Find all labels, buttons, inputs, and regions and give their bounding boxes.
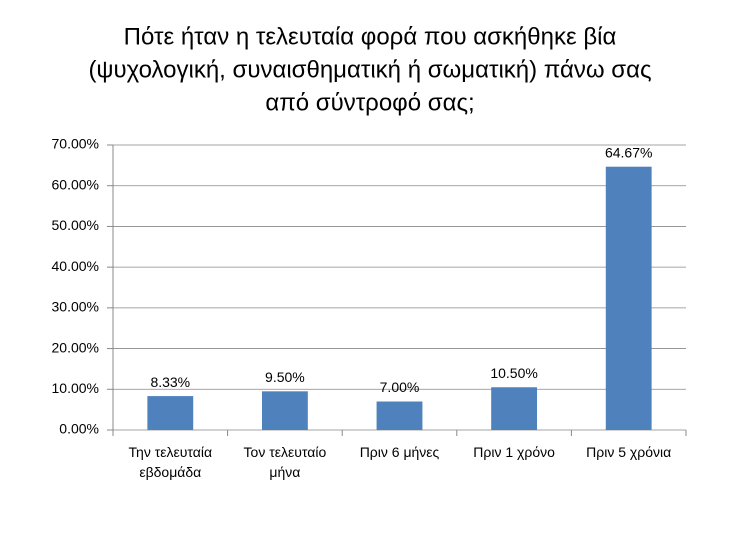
- y-tick-label: 50.00%: [52, 217, 99, 233]
- bar: [261, 391, 308, 430]
- x-tick-label: Την τελευταία εβδομάδα: [128, 444, 213, 480]
- chart-title: Πότε ήταν η τελευταία φορά που ασκήθηκε …: [124, 23, 617, 50]
- data-label: 64.67%: [605, 144, 652, 160]
- x-tick-label: Πριν 6 μήνες: [359, 444, 440, 460]
- chart-title: από σύντροφό σας;: [265, 89, 474, 116]
- bar: [491, 387, 538, 430]
- x-tick-label: Τον τελευταίο μήνα: [243, 444, 327, 480]
- bar: [147, 396, 194, 430]
- x-tick-label: Πριν 5 χρόνια: [586, 444, 672, 460]
- data-label: 8.33%: [150, 374, 190, 390]
- y-tick-label: 20.00%: [52, 339, 99, 355]
- chart-title: (ψυχολογική, συναισθηματική ή σωματική) …: [88, 56, 651, 83]
- bar: [376, 401, 423, 430]
- y-tick-label: 70.00%: [52, 136, 99, 152]
- y-tick-label: 40.00%: [52, 258, 99, 274]
- y-tick-label: 0.00%: [59, 421, 99, 437]
- data-label: 7.00%: [380, 379, 420, 395]
- y-tick-label: 60.00%: [52, 176, 99, 192]
- y-tick-label: 10.00%: [52, 380, 99, 396]
- x-tick-label: Πριν 1 χρόνο: [473, 444, 555, 460]
- y-tick-label: 30.00%: [52, 299, 99, 315]
- data-label: 10.50%: [490, 365, 537, 381]
- bar: [605, 166, 652, 430]
- data-label: 9.50%: [265, 369, 305, 385]
